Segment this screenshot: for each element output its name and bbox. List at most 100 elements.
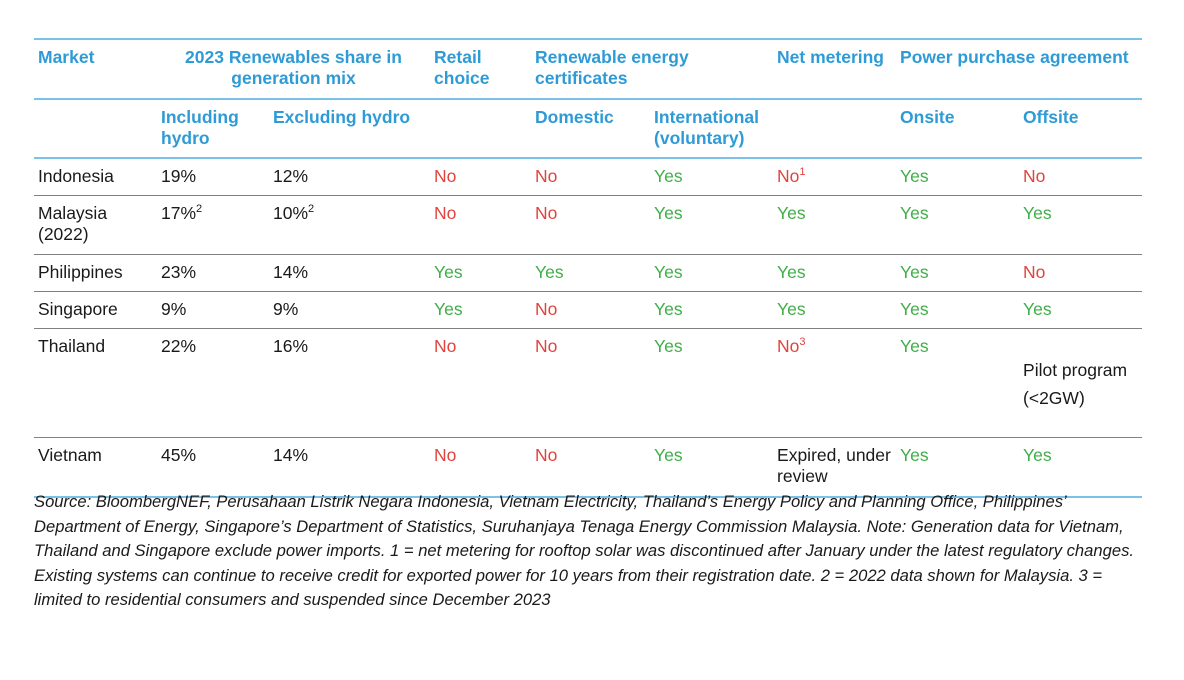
row-international-rec: Yes	[650, 437, 774, 498]
row-retail-choice: Yes	[430, 254, 532, 292]
row-onsite-ppa: Yes	[896, 291, 1020, 329]
row-domestic-rec: No	[531, 437, 651, 498]
table-row: Singapore 9% 9% Yes No Yes Yes Yes Yes	[34, 291, 1143, 329]
row-including-hydro: 45%	[157, 437, 269, 498]
row-excluding-hydro: 10%2	[269, 195, 431, 255]
row-domestic-rec: No	[531, 291, 651, 329]
header-market: Market	[34, 38, 157, 99]
row-domestic-rec-value: No	[535, 203, 558, 223]
row-international-rec-value: Yes	[654, 166, 683, 186]
row-retail-choice: No	[430, 195, 532, 255]
row-including-hydro: 9%	[157, 291, 269, 329]
header-international: International (voluntary)	[650, 98, 774, 158]
header-renewables-share: 2023 Renewables share in generation mix	[157, 38, 431, 99]
row-retail-choice-value: No	[434, 203, 457, 223]
row-net-metering-value: Yes	[777, 262, 806, 282]
row-offsite-ppa: Yes	[1019, 291, 1143, 329]
row-excluding-hydro-value: 12%	[273, 166, 309, 186]
row-retail-choice: No	[430, 157, 532, 196]
row-retail-choice: No	[430, 437, 532, 498]
row-including-hydro-value: 17%	[161, 203, 197, 223]
row-international-rec-value: Yes	[654, 262, 683, 282]
policy-table-container: Market 2023 Renewables share in generati…	[34, 38, 1143, 498]
row-onsite-ppa-value: Yes	[900, 166, 929, 186]
row-excluding-hydro-value: 14%	[273, 445, 309, 465]
row-offsite-ppa-value: Yes	[1023, 203, 1052, 223]
footnote-marker: 1	[799, 166, 806, 178]
row-international-rec-value: Yes	[654, 336, 683, 356]
header-blank	[430, 98, 532, 158]
row-excluding-hydro: 9%	[269, 291, 431, 329]
row-offsite-ppa: Pilot program (<2GW)	[1019, 328, 1143, 438]
row-including-hydro: 23%	[157, 254, 269, 292]
row-net-metering: No1	[773, 157, 897, 196]
row-excluding-hydro: 14%	[269, 437, 431, 498]
row-offsite-ppa-value: Pilot program (<2GW)	[1023, 360, 1128, 408]
row-retail-choice: Yes	[430, 291, 532, 329]
row-domestic-rec: No	[531, 157, 651, 196]
row-international-rec: Yes	[650, 291, 774, 329]
header-net-metering: Net metering	[773, 38, 897, 99]
row-net-metering-value: No	[777, 336, 800, 356]
row-domestic-rec-value: No	[535, 445, 558, 465]
row-excluding-hydro-value: 16%	[273, 336, 309, 356]
row-net-metering: Yes	[773, 291, 897, 329]
row-offsite-ppa: No	[1019, 157, 1143, 196]
row-offsite-ppa-value: Yes	[1023, 445, 1052, 465]
row-including-hydro-value: 9%	[161, 299, 187, 319]
header-domestic: Domestic	[531, 98, 651, 158]
table-row: Thailand 22% 16% No No Yes No3 Yes Pilot program…	[34, 328, 1143, 438]
row-onsite-ppa-value: Yes	[900, 336, 929, 356]
table-row: Philippines 23% 14% Yes Yes Yes Yes Yes No	[34, 254, 1143, 292]
row-net-metering-value: Yes	[777, 299, 806, 319]
row-including-hydro-value: 45%	[161, 445, 197, 465]
header-retail-choice: Retail choice	[430, 38, 532, 99]
row-international-rec-value: Yes	[654, 203, 683, 223]
row-onsite-ppa: Yes	[896, 328, 1020, 438]
row-net-metering: No3	[773, 328, 897, 438]
table-row: Vietnam 45% 14% No No Yes Expired, under revie…	[34, 437, 1143, 498]
header-ppa: Power purchase agreement	[896, 38, 1143, 99]
row-retail-choice-value: No	[434, 166, 457, 186]
row-domestic-rec-value: Yes	[535, 262, 564, 282]
row-market-value: Vietnam	[38, 445, 102, 465]
row-offsite-ppa-value: No	[1023, 262, 1046, 282]
row-market: Vietnam	[34, 437, 157, 498]
row-onsite-ppa: Yes	[896, 437, 1020, 498]
row-international-rec-value: Yes	[654, 445, 683, 465]
row-domestic-rec-value: No	[535, 166, 558, 186]
row-market: Thailand	[34, 328, 157, 438]
row-net-metering-value: Yes	[777, 203, 806, 223]
row-net-metering: Yes	[773, 254, 897, 292]
policy-table: Market 2023 Renewables share in generati…	[34, 38, 1143, 498]
table-body: Indonesia 19% 12% No No Yes No1 Yes No Malaysia (…	[34, 157, 1143, 498]
row-onsite-ppa-value: Yes	[900, 262, 929, 282]
row-market-value: Philippines	[38, 262, 123, 282]
row-retail-choice-value: Yes	[434, 299, 463, 319]
row-including-hydro: 19%	[157, 157, 269, 196]
row-domestic-rec-value: No	[535, 299, 558, 319]
row-market-value: Indonesia	[38, 166, 114, 186]
row-including-hydro: 22%	[157, 328, 269, 438]
row-including-hydro: 17%2	[157, 195, 269, 255]
row-net-metering: Expired, under review	[773, 437, 897, 498]
header-including-hydro: Including hydro	[157, 98, 269, 158]
footnote-marker: 3	[799, 336, 806, 348]
row-domestic-rec: No	[531, 195, 651, 255]
header-blank	[773, 98, 897, 158]
table-row: Indonesia 19% 12% No No Yes No1 Yes No	[34, 157, 1143, 196]
table-row: Malaysia (2022) 17%2 10%2 No No Yes Yes Yes Yes	[34, 195, 1143, 255]
row-market: Singapore	[34, 291, 157, 329]
row-domestic-rec: Yes	[531, 254, 651, 292]
row-including-hydro-value: 19%	[161, 166, 197, 186]
row-excluding-hydro: 16%	[269, 328, 431, 438]
header-row-2: Including hydro Excluding hydro Domestic…	[34, 98, 1143, 158]
row-retail-choice-value: No	[434, 336, 457, 356]
row-excluding-hydro-value: 10%	[273, 203, 309, 223]
row-domestic-rec-value: No	[535, 336, 558, 356]
row-international-rec: Yes	[650, 254, 774, 292]
row-onsite-ppa-value: Yes	[900, 299, 929, 319]
row-excluding-hydro: 14%	[269, 254, 431, 292]
row-offsite-ppa: Yes	[1019, 195, 1143, 255]
row-offsite-ppa: Yes	[1019, 437, 1143, 498]
